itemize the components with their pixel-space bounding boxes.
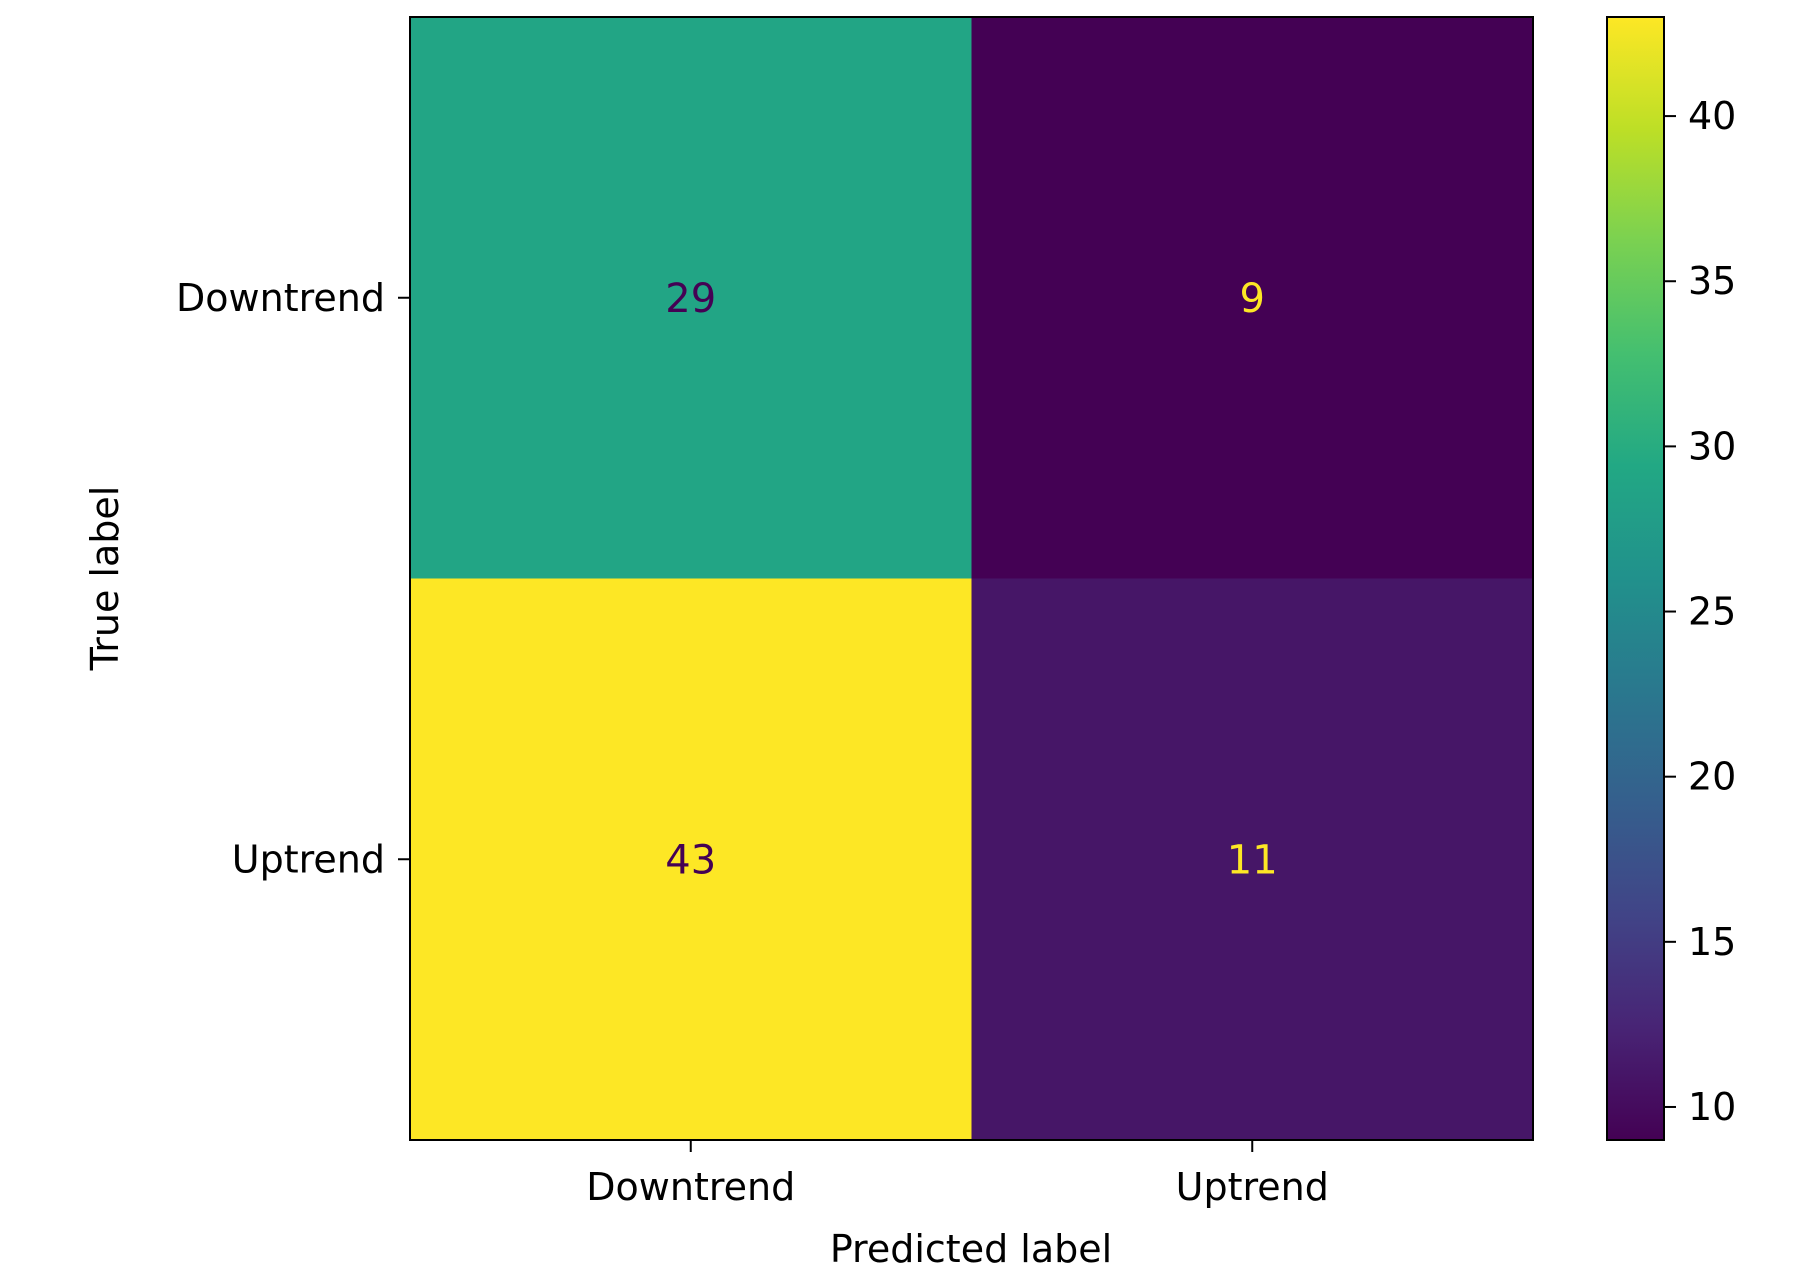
cell-value-r0-c1: 9 <box>1240 276 1265 322</box>
x-tick-label-0: Downtrend <box>586 1165 795 1209</box>
x-axis: Downtrend Uptrend <box>586 1140 1329 1209</box>
y-tick-label-0: Downtrend <box>176 276 385 320</box>
cell-value-r0-c0: 29 <box>665 276 716 322</box>
heatmap-cells <box>410 17 1533 1140</box>
plot-frame <box>409 16 1534 1141</box>
heatmap-cell-r1-c0 <box>410 578 972 1140</box>
colorbar-tick-label-6: 40 <box>1688 94 1736 138</box>
y-axis: Downtrend Uptrend <box>176 276 410 881</box>
colorbar-frame <box>1606 16 1665 1141</box>
cell-value-r1-c1: 11 <box>1227 837 1278 883</box>
colorbar-tick-label-5: 35 <box>1688 259 1736 303</box>
colorbar-tick-label-3: 25 <box>1688 590 1736 634</box>
y-tick-label-1: Uptrend <box>232 837 385 881</box>
colorbar-tick-label-0: 10 <box>1688 1085 1736 1129</box>
heatmap-cell-r0-c1 <box>971 17 1533 579</box>
colorbar-gradient <box>1607 17 1664 1140</box>
colorbar-tick-label-2: 20 <box>1688 755 1736 799</box>
y-axis-title: True label <box>83 486 127 672</box>
heatmap-cell-r1-c1 <box>971 578 1533 1140</box>
cell-value-r1-c0: 43 <box>665 837 716 883</box>
colorbar-axis: 10 15 20 25 30 35 40 <box>1664 94 1736 1129</box>
x-tick-label-1: Uptrend <box>1176 1165 1329 1209</box>
colorbar-tick-label-4: 30 <box>1688 424 1736 468</box>
cell-value-labels: 29 9 43 11 <box>665 276 1277 884</box>
x-axis-title: Predicted label <box>830 1227 1112 1271</box>
colorbar-tick-label-1: 15 <box>1688 920 1736 964</box>
heatmap-cell-r0-c0 <box>410 17 972 579</box>
colorbar <box>1606 16 1665 1141</box>
